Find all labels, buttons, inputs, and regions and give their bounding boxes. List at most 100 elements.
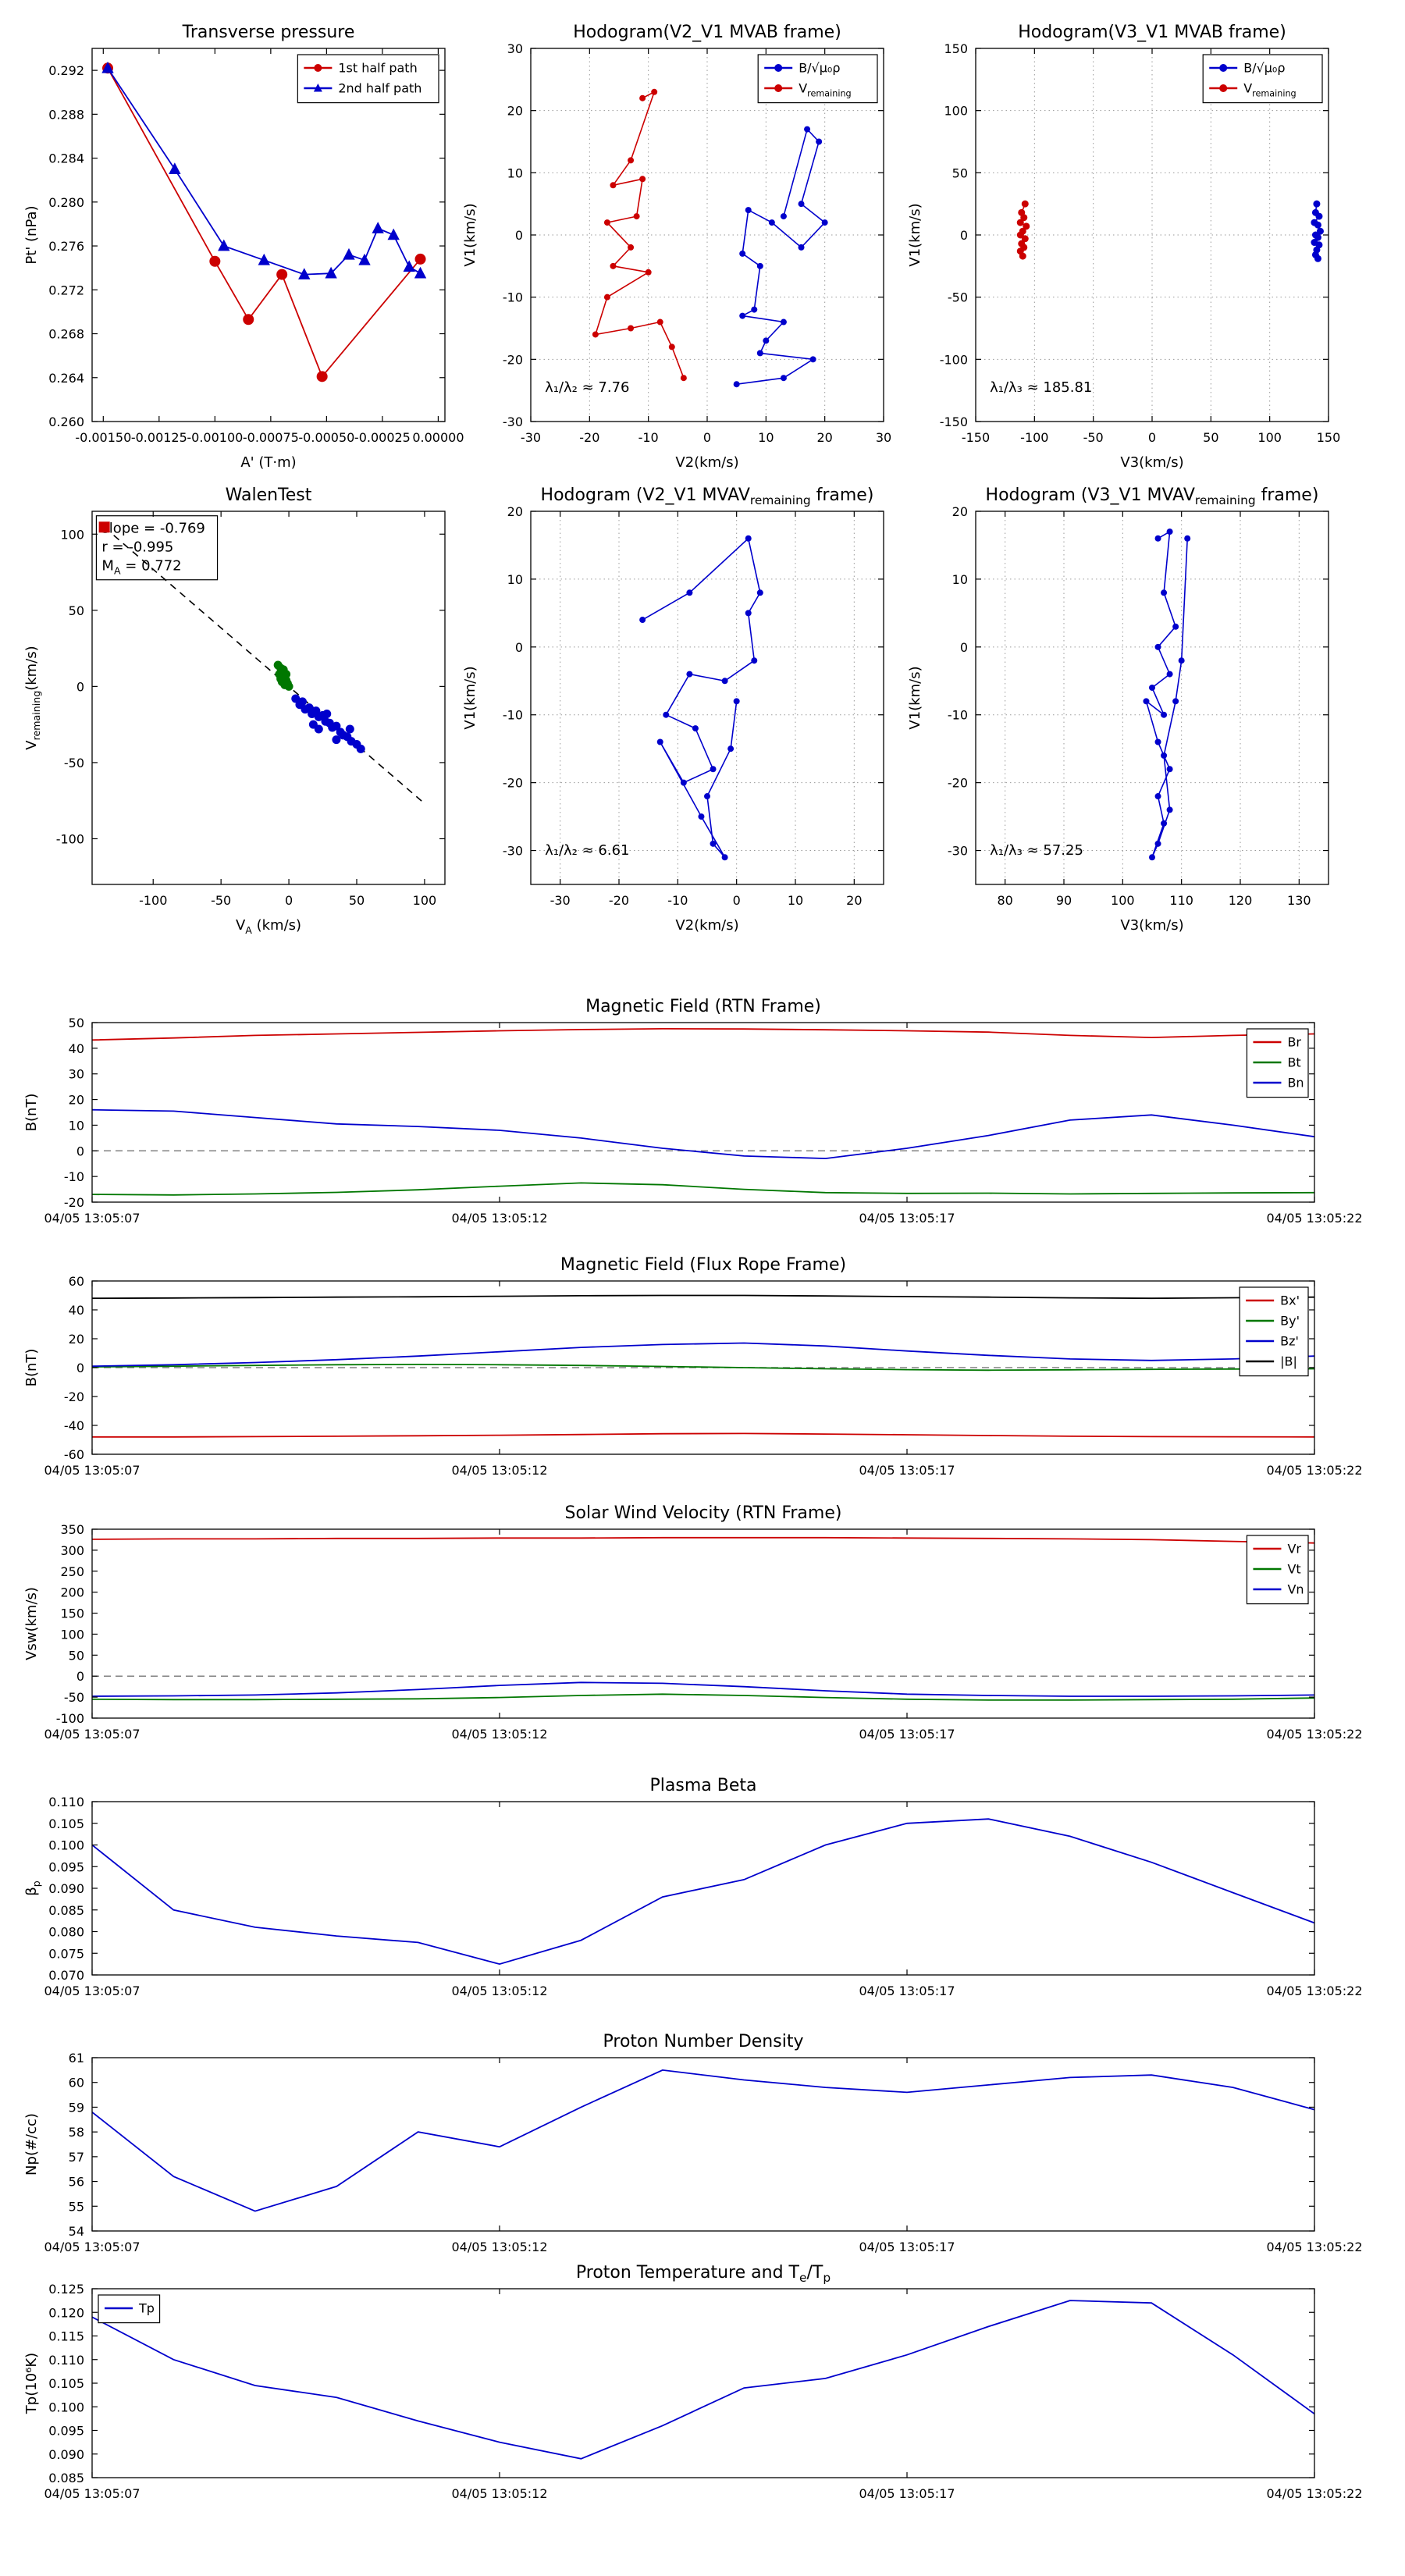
svg-text:04/05 13:05:12: 04/05 13:05:12 xyxy=(451,2486,547,2501)
svg-text:-100: -100 xyxy=(56,1711,84,1726)
svg-text:0.100: 0.100 xyxy=(48,2400,84,2414)
svg-text:30: 30 xyxy=(507,41,523,56)
svg-text:0: 0 xyxy=(960,640,968,655)
svg-text:0.110: 0.110 xyxy=(48,2353,84,2368)
svg-text:Hodogram(V2_V1 MVAB frame): Hodogram(V2_V1 MVAB frame) xyxy=(573,23,841,42)
svg-text:0.090: 0.090 xyxy=(48,1881,84,1896)
svg-text:-100: -100 xyxy=(139,893,167,908)
svg-text:150: 150 xyxy=(944,41,968,56)
svg-text:-30: -30 xyxy=(550,893,571,908)
svg-text:0: 0 xyxy=(515,228,523,243)
svg-text:0.120: 0.120 xyxy=(48,2305,84,2320)
svg-text:56: 56 xyxy=(69,2175,84,2190)
svg-text:Vn: Vn xyxy=(1287,1582,1304,1597)
svg-text:0.105: 0.105 xyxy=(48,1816,84,1831)
svg-text:Bx': Bx' xyxy=(1280,1293,1300,1308)
svg-text:Bz': Bz' xyxy=(1280,1334,1299,1349)
svg-text:λ₁/λ₂ ≈ 7.76: λ₁/λ₂ ≈ 7.76 xyxy=(545,379,629,396)
svg-text:-0.00050: -0.00050 xyxy=(298,430,354,445)
svg-text:-100: -100 xyxy=(940,352,968,367)
svg-text:-50: -50 xyxy=(948,290,968,305)
svg-text:-50: -50 xyxy=(1083,430,1104,445)
svg-text:20: 20 xyxy=(952,504,968,519)
svg-text:10: 10 xyxy=(69,1118,84,1133)
svg-text:04/05 13:05:17: 04/05 13:05:17 xyxy=(859,1984,955,1998)
svg-text:0.110: 0.110 xyxy=(48,1795,84,1809)
svg-text:-150: -150 xyxy=(962,430,990,445)
svg-text:0.00000: 0.00000 xyxy=(412,430,464,445)
svg-text:-0.00100: -0.00100 xyxy=(187,430,243,445)
svg-text:50: 50 xyxy=(1203,430,1218,445)
svg-text:Proton Temperature and Te/Tp: Proton Temperature and Te/Tp xyxy=(576,2263,831,2285)
svg-text:Proton Number Density: Proton Number Density xyxy=(603,2032,804,2051)
svg-text:61: 61 xyxy=(69,2051,84,2065)
svg-text:-0.00075: -0.00075 xyxy=(243,430,299,445)
svg-text:B(nT): B(nT) xyxy=(23,1094,40,1132)
svg-text:04/05 13:05:07: 04/05 13:05:07 xyxy=(44,2486,140,2501)
svg-text:Vremaining: Vremaining xyxy=(799,81,851,99)
svg-text:04/05 13:05:12: 04/05 13:05:12 xyxy=(451,1211,547,1226)
svg-text:04/05 13:05:17: 04/05 13:05:17 xyxy=(859,1727,955,1742)
svg-text:0.085: 0.085 xyxy=(48,2471,84,2485)
svg-text:0.075: 0.075 xyxy=(48,1946,84,1961)
svg-text:04/05 13:05:22: 04/05 13:05:22 xyxy=(1266,1984,1362,1998)
svg-text:40: 40 xyxy=(69,1303,84,1318)
svg-text:10: 10 xyxy=(507,572,523,587)
svg-text:λ₁/λ₃ ≈ 185.81: λ₁/λ₃ ≈ 185.81 xyxy=(990,379,1092,396)
svg-text:-30: -30 xyxy=(948,844,968,859)
svg-text:100: 100 xyxy=(1111,893,1135,908)
svg-text:20: 20 xyxy=(507,504,523,519)
svg-text:A' (T·m): A' (T·m) xyxy=(240,454,296,471)
svg-text:0.095: 0.095 xyxy=(48,2424,84,2439)
svg-text:Np(#/cc): Np(#/cc) xyxy=(23,2113,40,2176)
svg-text:0.272: 0.272 xyxy=(48,283,84,297)
svg-text:Hodogram (V3_V1 MVAVremaining: Hodogram (V3_V1 MVAVremaining frame) xyxy=(986,486,1319,507)
chart-magnetic-field-flux-rope: 04/05 13:05:07 04/05 13:05:12 04/05 13:05:… xyxy=(23,1255,1363,1478)
svg-text:04/05 13:05:12: 04/05 13:05:12 xyxy=(451,1727,547,1742)
svg-text:100: 100 xyxy=(60,527,84,542)
svg-text:Transverse pressure: Transverse pressure xyxy=(182,23,355,42)
svg-text:20: 20 xyxy=(69,1093,84,1108)
svg-text:-10: -10 xyxy=(638,430,659,445)
chart-proton-number-density: 04/05 13:05:07 04/05 13:05:12 04/05 13:05:… xyxy=(23,2032,1363,2254)
svg-text:150: 150 xyxy=(1317,430,1341,445)
svg-text:0.095: 0.095 xyxy=(48,1859,84,1874)
svg-text:0.100: 0.100 xyxy=(48,1838,84,1853)
svg-text:Vt: Vt xyxy=(1287,1562,1300,1577)
svg-text:20: 20 xyxy=(507,104,523,119)
svg-text:100: 100 xyxy=(413,893,437,908)
svg-text:V3(km/s): V3(km/s) xyxy=(1120,917,1183,934)
svg-text:Solar Wind Velocity (RTN Frame: Solar Wind Velocity (RTN Frame) xyxy=(565,1503,842,1523)
chart-solar-wind-velocity: 04/05 13:05:07 04/05 13:05:12 04/05 13:05:… xyxy=(23,1503,1363,1742)
svg-text:0.280: 0.280 xyxy=(48,195,84,210)
svg-text:04/05 13:05:07: 04/05 13:05:07 xyxy=(44,1211,140,1226)
svg-text:-100: -100 xyxy=(1020,430,1048,445)
svg-text:-0.00125: -0.00125 xyxy=(131,430,187,445)
svg-text:0.085: 0.085 xyxy=(48,1903,84,1918)
chart-walen-test: slope = -0.769 r = -0.995 MA = 0.772 -100 -5… xyxy=(23,486,446,936)
svg-text:58: 58 xyxy=(69,2125,84,2140)
svg-text:0: 0 xyxy=(76,1144,84,1158)
svg-text:Br: Br xyxy=(1287,1035,1301,1050)
svg-text:V2(km/s): V2(km/s) xyxy=(675,454,738,471)
svg-text:-100: -100 xyxy=(56,831,84,846)
svg-text:0.080: 0.080 xyxy=(48,1925,84,1940)
svg-text:04/05 13:05:17: 04/05 13:05:17 xyxy=(859,2486,955,2501)
svg-text:100: 100 xyxy=(944,104,968,119)
chart-hodogram-v2v1-mvav: λ₁/λ₂ ≈ 6.61 -30 -20 -10 0 10 20 -30 -20 -10 0 10 20… xyxy=(462,486,884,934)
svg-text:Vr: Vr xyxy=(1287,1542,1301,1557)
svg-text:30: 30 xyxy=(69,1067,84,1082)
chart-proton-temperature: 04/05 13:05:07 04/05 13:05:12 04/05 13:05:… xyxy=(23,2263,1363,2501)
svg-text:0: 0 xyxy=(285,893,293,908)
svg-text:Bt: Bt xyxy=(1287,1055,1300,1070)
svg-text:Vremaining(km/s): Vremaining(km/s) xyxy=(23,646,42,749)
svg-text:-10: -10 xyxy=(948,708,968,723)
svg-text:0.260: 0.260 xyxy=(48,415,84,429)
svg-text:90: 90 xyxy=(1056,893,1072,908)
svg-text:350: 350 xyxy=(60,1522,84,1537)
svg-text:0: 0 xyxy=(960,228,968,243)
svg-text:-30: -30 xyxy=(503,415,523,429)
svg-text:2nd half path: 2nd half path xyxy=(338,81,422,96)
